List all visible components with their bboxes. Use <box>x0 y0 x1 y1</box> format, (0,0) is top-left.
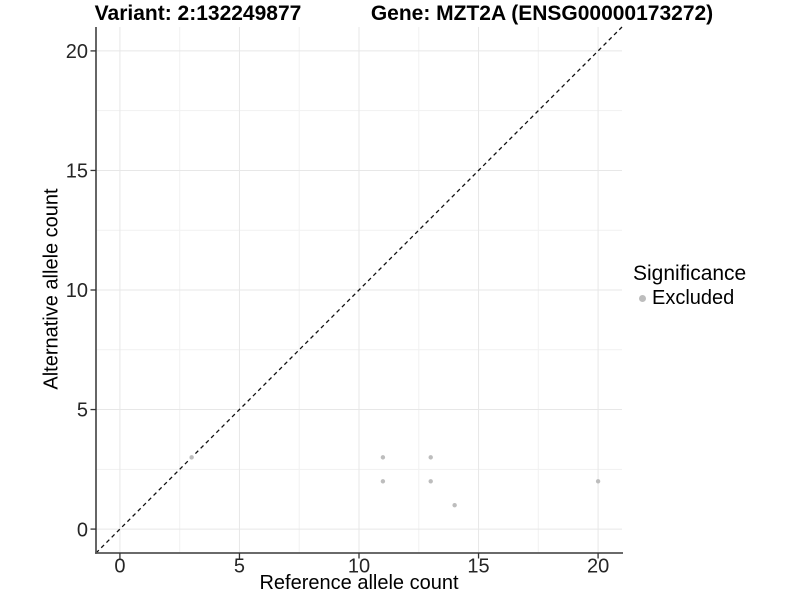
x-tick-label: 0 <box>114 556 125 578</box>
data-point <box>380 455 386 460</box>
y-tick-label: 15 <box>66 161 88 183</box>
data-point <box>452 502 457 508</box>
data-point <box>595 479 601 484</box>
y-tick-label: 0 <box>77 519 88 541</box>
data-point <box>380 479 386 484</box>
identity-line <box>95 26 623 554</box>
x-tick-label: 10 <box>348 556 370 578</box>
legend-item-label: Excluded <box>652 287 735 309</box>
y-tick-label: 20 <box>66 41 88 63</box>
data-point <box>428 479 433 484</box>
plot-title-variant: Variant: 2:132249877 <box>94 2 302 25</box>
x-tick-label: 15 <box>467 556 489 578</box>
legend-title: Significance <box>633 262 747 285</box>
x-tick-label: 20 <box>587 556 609 578</box>
y-axis-title: Alternative allele count <box>40 188 63 390</box>
y-tick-label: 10 <box>66 280 88 302</box>
data-point <box>428 455 433 460</box>
x-axis-title: Reference allele count <box>259 572 459 594</box>
legend-item-excluded: Excluded <box>633 287 746 309</box>
legend: Significance Excluded <box>633 262 746 309</box>
data-point <box>189 455 194 460</box>
excluded-point-icon <box>639 294 646 302</box>
y-tick-label: 5 <box>77 400 88 422</box>
x-tick-label: 5 <box>234 556 245 578</box>
plot-title-gene: Gene: MZT2A (ENSG00000173272) <box>370 2 714 25</box>
